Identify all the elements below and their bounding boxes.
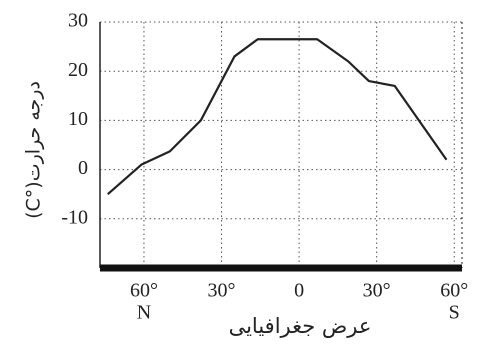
data-line (107, 38, 448, 196)
y-axis-label: درجه حرارت(°C) (23, 81, 45, 219)
hemisphere-label: S (449, 302, 460, 324)
y-tick-label: -10 (61, 206, 88, 228)
x-tick-label: 0 (294, 280, 304, 302)
x-tick-label: 60° (130, 280, 158, 302)
x-axis-label: عرض جغرافیایی (229, 314, 372, 338)
x-tick-label: 60° (440, 280, 468, 302)
x-tick-label: 30° (363, 280, 391, 302)
y-tick-label: 0 (78, 157, 88, 179)
y-tick-label: 20 (68, 59, 88, 81)
hemisphere-label: N (137, 302, 151, 324)
x-tick-label: 30° (208, 280, 236, 302)
y-tick-label: 30 (68, 10, 88, 32)
y-tick-label: 10 (68, 108, 88, 130)
